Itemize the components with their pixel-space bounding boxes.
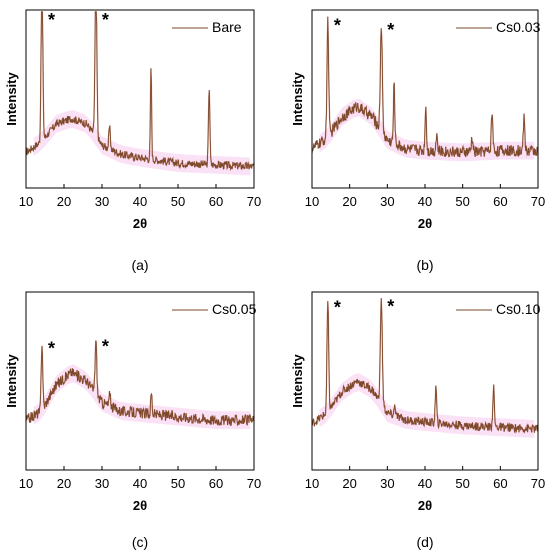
series-line [25,11,255,171]
x-tick-label: 40 [133,194,147,209]
panel-b: 10 20 30 40 50 60 70 2θ Intensity * * Cs0.03 (b) [290,9,545,273]
plot-frame [311,9,539,189]
series-noise-overlay [311,298,539,435]
x-tick-label: 10 [305,476,319,491]
panel-caption: (d) [416,534,433,550]
peak-marker: * [334,16,341,36]
panel-caption: (c) [132,534,148,550]
x-tick-label: 50 [171,194,185,209]
y-axis-label: Intensity [290,354,305,408]
x-axis-label: 2θ [418,498,432,513]
x-tick-label: 10 [19,476,33,491]
x-tick-label: 40 [418,476,432,491]
legend-label: Cs0.05 [212,301,257,317]
x-tick-label: 30 [380,476,394,491]
panel-c: 10 20 30 40 50 60 70 2θ Intensity * * Cs0.05 (c) [4,291,261,550]
legend-label: Cs0.03 [496,19,541,35]
x-tick-label: 40 [418,194,432,209]
series-line [311,16,539,158]
peak-marker: * [387,297,394,317]
peak-marker: * [387,20,394,40]
peak-marker: * [334,298,341,318]
peak-marker: * [102,336,109,356]
legend-label: Bare [212,19,242,35]
x-tick-label: 70 [247,476,261,491]
x-tick-label: 70 [531,476,545,491]
panel-caption: (b) [416,257,433,273]
x-tick-label: 40 [133,476,147,491]
x-tick-label: 60 [493,476,507,491]
peak-marker: * [102,10,109,30]
panel-a: 10 20 30 40 50 60 70 2θ Intensity * * Bare (a) [4,9,261,273]
x-tick-label: 30 [95,476,109,491]
x-tick-label: 30 [380,194,394,209]
x-axis-label: 2θ [133,216,147,231]
x-tick-label: 20 [57,194,71,209]
panel-d: 10 20 30 40 50 60 70 2θ Intensity * * Cs0.10 (d) [290,291,545,550]
legend-label: Cs0.10 [496,301,541,317]
x-tick-label: 50 [171,476,185,491]
series-noise-overlay [25,11,255,172]
x-axis-label: 2θ [418,216,432,231]
x-tick-label: 60 [209,476,223,491]
x-tick-label: 50 [455,476,469,491]
x-tick-label: 70 [531,194,545,209]
y-axis-label: Intensity [290,72,305,126]
x-tick-label: 20 [342,476,356,491]
panel-caption: (a) [131,257,148,273]
y-axis-label: Intensity [4,354,19,408]
y-axis-label: Intensity [4,72,19,126]
x-tick-label: 60 [493,194,507,209]
x-tick-label: 70 [247,194,261,209]
x-axis-label: 2θ [133,498,147,513]
series-line [25,340,255,427]
x-tick-label: 10 [305,194,319,209]
x-tick-label: 20 [342,194,356,209]
x-tick-label: 10 [19,194,33,209]
peak-marker: * [48,10,55,30]
series-line [311,298,539,434]
x-tick-label: 60 [209,194,223,209]
x-tick-label: 30 [95,194,109,209]
x-tick-label: 50 [455,194,469,209]
peak-marker: * [48,338,55,358]
x-tick-label: 20 [57,476,71,491]
